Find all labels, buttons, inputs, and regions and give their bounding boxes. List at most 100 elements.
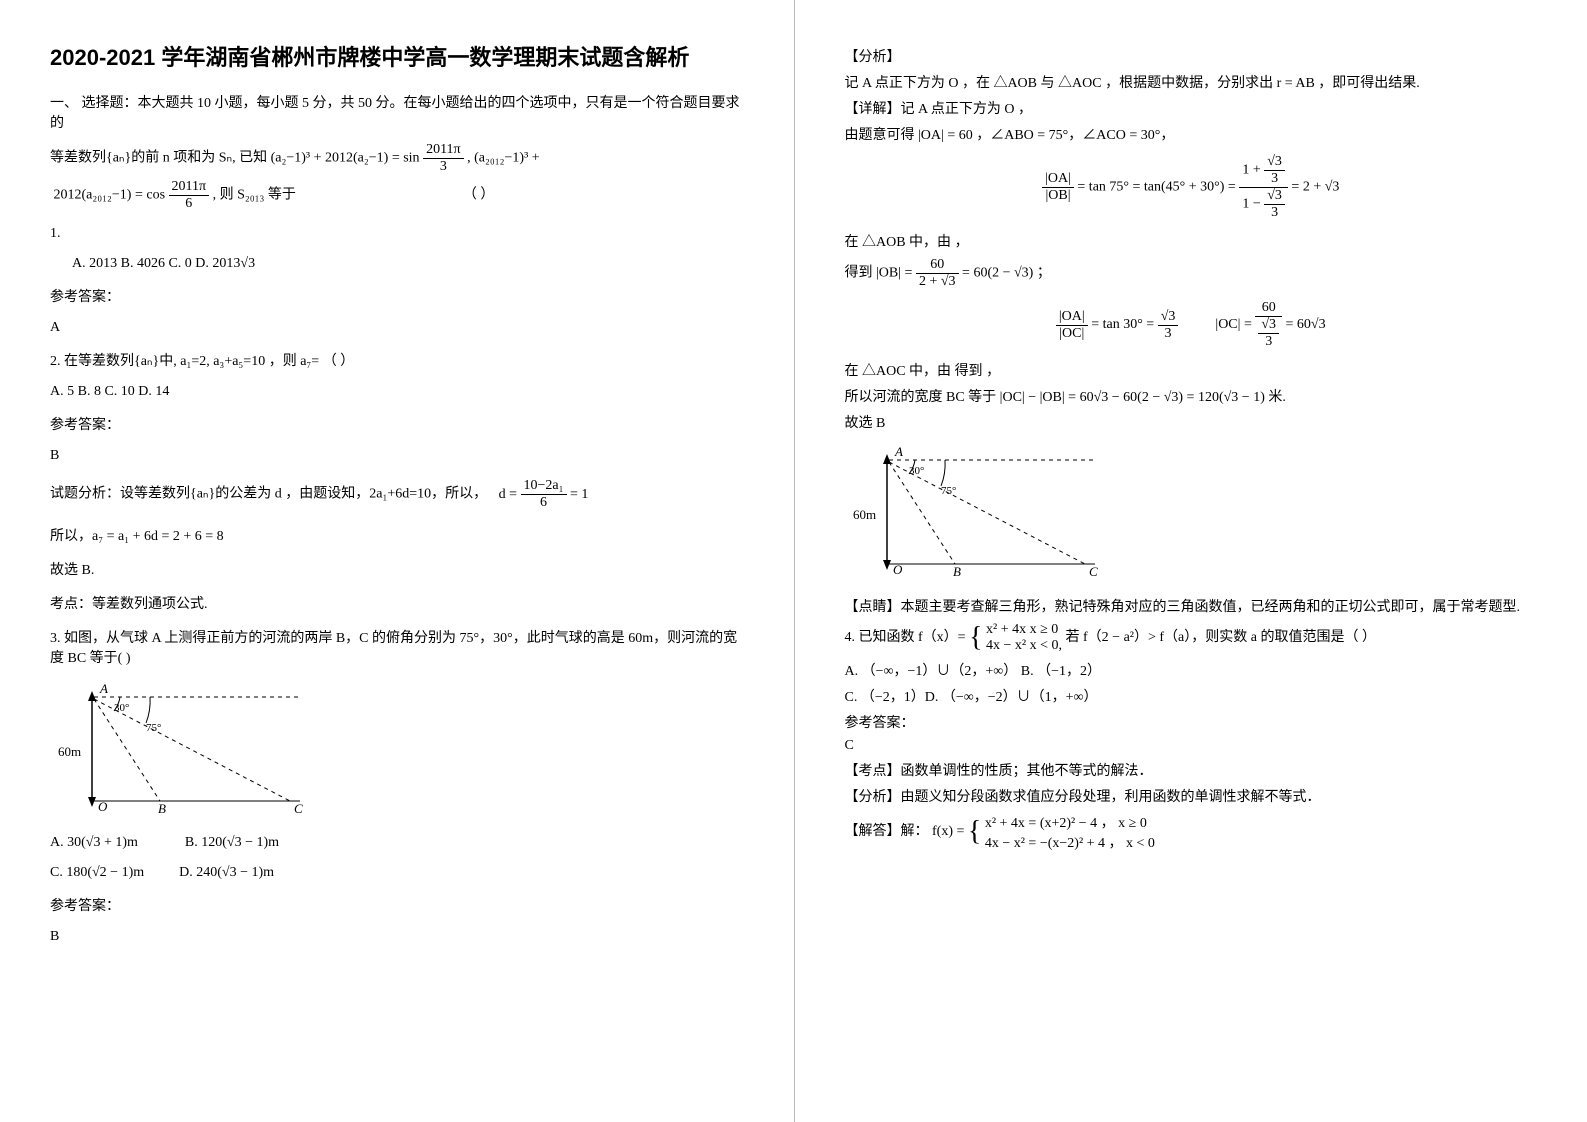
oc-den-den: 3: [1258, 334, 1279, 350]
dianjing: 【点睛】本题主要考查解三角形，熟记特殊角对应的三角函数值，已经两角和的正切公式即…: [845, 596, 1538, 616]
tan75-inner-den2: 3: [1264, 205, 1285, 221]
q2-options: A. 5 B. 8 C. 10 D. 14: [50, 384, 744, 400]
q3-opt-b: B. 120(√3 − 1)m: [185, 835, 279, 850]
q1-line2-suf: , 则 S₂₀₁₃ 等于: [213, 188, 296, 203]
tan75-inner-num2: √3: [1264, 188, 1285, 205]
diagram-label-o: O: [98, 799, 108, 814]
q2-exp3: 故选 B.: [50, 559, 744, 579]
ob-num: 60: [916, 257, 959, 274]
oc-num: 60: [1255, 300, 1282, 317]
ref-answer-label-1: 参考答案：: [50, 286, 744, 306]
q1-frac1-den: 3: [423, 159, 464, 175]
aoc-prefix: 在 △AOC 中，由: [845, 364, 952, 379]
q1-frac1-num: 2011π: [423, 142, 464, 159]
tan30-block: |OA| |OC| = tan 30° = √3 3 |OC| = 60 √33…: [845, 300, 1538, 350]
tan30-lhs-den: |OC|: [1056, 326, 1088, 342]
oc-eq: = 60√3: [1286, 317, 1326, 332]
r-line2: 由题意可得 |OA| = 60 ，∠ABO = 75°，∠ACO = 30°，: [845, 124, 1538, 144]
jd-case1: x² + 4x = (x+2)² − 4 ， x ≥ 0: [985, 812, 1155, 832]
q1-number: 1.: [50, 226, 744, 242]
q3-stem: 3. 如图，从气球 A 上测得正前方的河流的两岸 B，C 的俯角分别为 75°，…: [50, 627, 744, 667]
q2-exp1-den: 6: [521, 495, 567, 511]
q4-case2: 4x − x² x < 0,: [986, 638, 1062, 654]
q1-line1-suf: , (a₂₀₁₂−1)³ +: [467, 151, 540, 166]
q1-line1-pre: 等差数列{aₙ}的前 n 项和为 Sₙ, 已知 (a₂−1)³ + 2012(a…: [50, 151, 420, 166]
tan75-lhs-num: |OA|: [1042, 171, 1074, 188]
svg-text:60m: 60m: [853, 507, 876, 522]
svg-text:75°: 75°: [941, 485, 956, 497]
q4-opts-ab: A. （−∞，−1）∪（2，+∞） B. （−1，2）: [845, 660, 1538, 680]
q2-exp1-eq2: = 1: [570, 487, 588, 502]
kaodian: 【考点】函数单调性的性质；其他不等式的解法．: [845, 760, 1538, 780]
ref-answer-label-2: 参考答案：: [50, 414, 744, 434]
q3-answer: B: [50, 929, 744, 945]
tan75-lhs-den: |OB|: [1042, 188, 1074, 204]
jd-fx: f(x) =: [932, 824, 964, 839]
page-title: 2020-2021 学年湖南省郴州市牌楼中学高一数学理期末试题含解析: [50, 40, 744, 72]
ob-den: 2 + √3: [916, 274, 959, 290]
q1-options: A. 2013 B. 4026 C. 0 D. 2013√3: [72, 256, 744, 272]
q4-case1: x² + 4x x ≥ 0: [986, 622, 1062, 638]
tan75-inner-den1: 3: [1264, 171, 1285, 187]
q2-exp2: 所以，a₇ = a₁ + 6d = 2 + 6 = 8: [50, 525, 744, 545]
svg-text:C: C: [1089, 564, 1098, 579]
svg-text:A: A: [894, 444, 903, 459]
diagram-label-a: A: [99, 681, 108, 696]
tan75-inner-num1: √3: [1264, 154, 1285, 171]
section-1-head: 一、 选择题：本大题共 10 小题，每小题 5 分，共 50 分。在每小题给出的…: [50, 92, 744, 132]
q3-diagram: A 60m O B C 30° 75°: [50, 681, 744, 821]
q2-exp1-num: 10−2a₁: [521, 478, 567, 495]
svg-text:O: O: [893, 562, 903, 577]
aob-prefix: 在 △AOB 中，由: [845, 235, 952, 250]
tan30-mid: = tan 30° =: [1091, 317, 1154, 332]
jieda: 【解答】解：: [845, 824, 929, 839]
oc-den-num: √3: [1258, 317, 1279, 334]
q3-opt-a: A. 30(√3 + 1)m: [50, 835, 138, 850]
tan75-block: |OA| |OB| = tan 75° = tan(45° + 30°) = 1…: [845, 154, 1538, 221]
q1-answer: A: [50, 320, 744, 336]
q1-line2-pre: 2012(a₂₀₁₂−1) = cos: [54, 188, 166, 203]
diagram-label-b: B: [158, 801, 166, 816]
q4-answer: C: [845, 738, 1538, 754]
q3-opt-d: D. 240(√3 − 1)m: [179, 865, 274, 880]
q2-stem: 2. 在等差数列{aₙ}中, a₁=2, a₃+a₅=10 ，则 a₇= （ ）: [50, 350, 744, 370]
ref-answer-label-3: 参考答案：: [50, 895, 744, 915]
aoc-prefix2: 得到: [955, 364, 983, 379]
q4-post: 若 f（2 − a²）> f（a），则实数 a 的取值范围是（ ）: [1066, 630, 1376, 645]
ob-lhs: |OB| =: [876, 266, 912, 281]
diagram-label-c: C: [294, 801, 303, 816]
diagram-label-75: 75°: [146, 722, 161, 734]
q2-answer: B: [50, 448, 744, 464]
q2-exp4: 考点：等差数列通项公式.: [50, 593, 744, 613]
diagram-label-60m: 60m: [58, 744, 81, 759]
q2-exp1: 试题分析：设等差数列{aₙ}的公差为 d ，由题设知，2a₁+6d=10，所以，: [50, 487, 487, 502]
q2-exp1-eq: d =: [499, 487, 517, 502]
ref-answer-label-4: 参考答案：: [845, 712, 1538, 732]
q1-frac2-num: 2011π: [169, 179, 210, 196]
detail-tag: 【详解】记 A 点正下方为 O ，: [845, 98, 1538, 118]
q3-diagram-2: A 60m O B C 30° 75°: [845, 444, 1538, 584]
q1-frac2-den: 6: [169, 196, 210, 212]
svg-text:B: B: [953, 564, 961, 579]
q1-paren: （ ）: [463, 188, 495, 203]
so-b: 故选 B: [845, 412, 1538, 432]
fenxi2: 【分析】由题义知分段函数求值应分段处理，利用函数的单调性求解不等式．: [845, 786, 1538, 806]
bc-line: 所以河流的宽度 BC 等于 |OC| − |OB| = 60√3 − 60(2 …: [845, 386, 1538, 406]
q4-opts-cd: C. （−2，1）D. （−∞，−2）∪（1，+∞）: [845, 686, 1538, 706]
q1: 等差数列{aₙ}的前 n 项和为 Sₙ, 已知 (a₂−1)³ + 2012(a…: [50, 142, 744, 212]
tan75-eq: = 2 + √3: [1291, 180, 1339, 195]
q3-opt-c: C. 180(√2 − 1)m: [50, 865, 144, 880]
jd-case2: 4x − x² = −(x−2)² + 4 ， x < 0: [985, 832, 1155, 852]
tan30-rhs-den: 3: [1158, 326, 1179, 342]
tan30-lhs-num: |OA|: [1056, 309, 1088, 326]
tan75-mid: = tan 75° = tan(45° + 30°) =: [1077, 180, 1235, 195]
analysis-tag: 【分析】: [845, 46, 1538, 66]
diagram-label-30: 30°: [114, 702, 129, 714]
r-line1: 记 A 点正下方为 O ，在 △AOB 与 △AOC ，根据题中数据，分别求出 …: [845, 72, 1538, 92]
tan30-rhs-num: √3: [1158, 309, 1179, 326]
ob-eq: = 60(2 − √3): [962, 266, 1033, 281]
oc-lhs: |OC| =: [1215, 317, 1251, 332]
q4-pre: 4. 已知函数 f（x）=: [845, 630, 966, 645]
svg-text:30°: 30°: [909, 465, 924, 477]
ob-prefix: 得到: [845, 266, 873, 281]
